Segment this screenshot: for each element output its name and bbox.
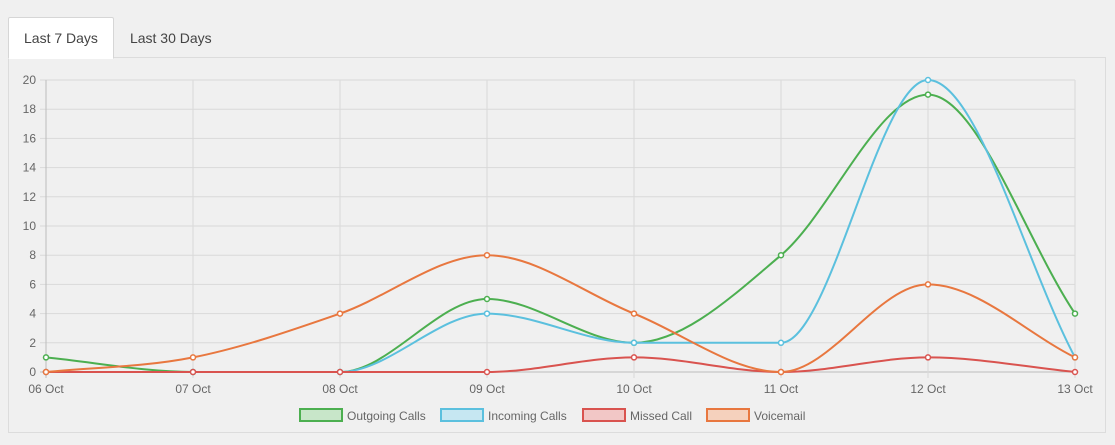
y-tick-label: 18	[23, 102, 37, 116]
data-point	[42, 368, 50, 376]
data-point	[483, 310, 491, 317]
y-tick-label: 2	[29, 336, 36, 350]
data-point	[777, 251, 785, 259]
y-tick-label: 8	[29, 248, 36, 262]
legend-label: Voicemail	[754, 409, 805, 423]
data-point	[924, 281, 932, 288]
data-point	[336, 310, 344, 317]
legend-swatch	[299, 408, 343, 422]
data-point	[483, 295, 491, 303]
x-tick-label: 06 Oct	[28, 382, 64, 396]
tab-bar: Last 7 Days Last 30 Days	[8, 15, 228, 59]
tab-last-30-days[interactable]: Last 30 Days	[129, 29, 212, 46]
legend-label: Incoming Calls	[488, 409, 567, 423]
x-tick-label: 11 Oct	[764, 382, 799, 396]
y-tick-label: 20	[23, 73, 37, 87]
data-point	[1071, 310, 1079, 317]
data-point	[483, 368, 491, 376]
series-line	[45, 254, 1076, 374]
data-point	[189, 368, 197, 376]
data-point	[924, 76, 932, 84]
data-point	[777, 368, 785, 376]
data-point	[1071, 368, 1079, 376]
data-point	[630, 339, 638, 347]
y-tick-label: 4	[29, 307, 36, 321]
legend-item: Missed Call	[582, 408, 692, 423]
data-point	[924, 91, 932, 98]
y-tick-label: 12	[23, 190, 37, 204]
x-tick-label: 12 Oct	[910, 382, 946, 396]
tab-last-7-days[interactable]: Last 7 Days	[8, 17, 114, 59]
legend-swatch	[582, 408, 626, 422]
x-tick-label: 10 Oct	[616, 382, 652, 396]
data-point	[336, 368, 344, 376]
x-tick-label: 07 Oct	[175, 382, 211, 396]
data-point	[630, 354, 638, 361]
data-point	[42, 354, 50, 361]
legend-item: Voicemail	[706, 408, 805, 423]
legend: Outgoing Calls Incoming Calls Missed Call V…	[299, 408, 805, 423]
legend-swatch	[706, 408, 750, 422]
y-tick-label: 16	[23, 131, 37, 145]
legend-label: Outgoing Calls	[347, 409, 426, 423]
legend-item: Outgoing Calls	[299, 408, 426, 423]
y-tick-label: 10	[23, 219, 37, 233]
y-tick-label: 14	[23, 161, 37, 175]
series-outgoing-calls	[42, 91, 1079, 376]
data-point	[777, 339, 785, 347]
legend-label: Missed Call	[630, 409, 692, 423]
series-line	[46, 356, 1076, 374]
data-point	[924, 354, 932, 361]
series-line	[45, 93, 1076, 374]
legend-swatch	[440, 408, 484, 422]
x-tick-label: 13 Oct	[1057, 382, 1093, 396]
legend-item: Incoming Calls	[440, 408, 567, 423]
series-voicemail	[42, 251, 1079, 376]
y-tick-label: 6	[29, 277, 36, 291]
x-tick-label: 08 Oct	[322, 382, 358, 396]
data-point	[483, 251, 491, 259]
data-point	[189, 354, 197, 361]
grid-lines	[40, 79, 1076, 378]
y-tick-label: 0	[29, 365, 36, 379]
x-tick-label: 09 Oct	[469, 382, 505, 396]
data-point	[1071, 354, 1079, 361]
data-point	[630, 310, 638, 317]
